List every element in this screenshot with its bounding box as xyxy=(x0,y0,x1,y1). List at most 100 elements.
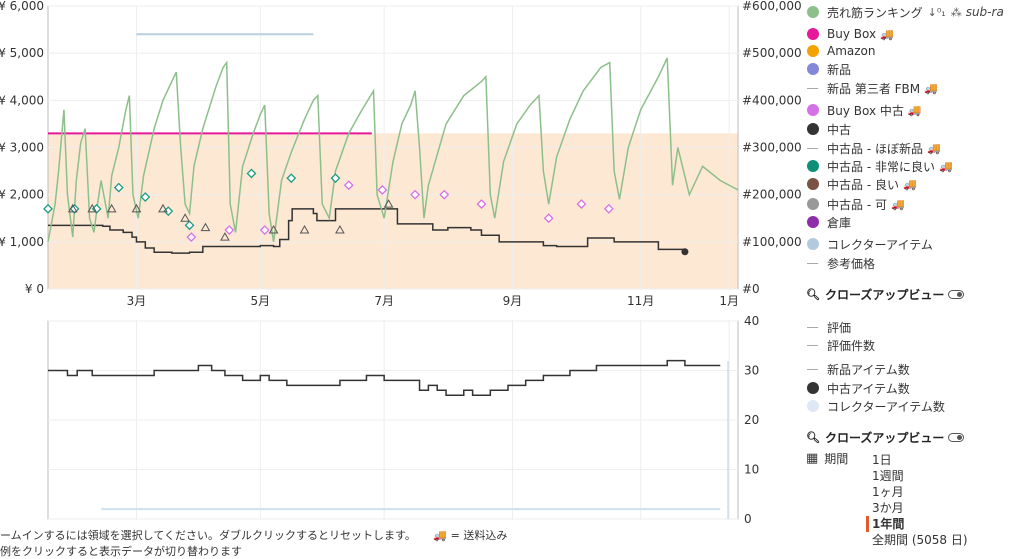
period-option[interactable]: 1週間 xyxy=(872,469,904,483)
marker-diamond xyxy=(224,225,235,235)
sub-y-tick-label: 30 xyxy=(744,364,759,378)
marker-triangle xyxy=(158,203,168,213)
legend-swatch xyxy=(806,123,819,135)
legend-item[interactable]: 参考価格 xyxy=(806,254,875,272)
truck-icon: 🚚 xyxy=(890,197,905,211)
legend-swatch xyxy=(806,104,819,116)
y-right-tick-label: #300,000 xyxy=(742,141,802,155)
legend-swatch xyxy=(806,368,819,370)
legend-item[interactable]: 倉庫 xyxy=(806,213,851,231)
period-selector: ▦ 期間 1日 1週間 1ヶ月 3か月 1年間 全期間 (5058 日) xyxy=(806,450,968,547)
period-option[interactable]: 1年間 xyxy=(866,516,968,532)
legend-label: 中古品 - 良い xyxy=(827,177,899,192)
legend-label: コレクターアイテム xyxy=(827,237,933,252)
legend-label: 新品 第三者 FBM xyxy=(827,81,921,96)
legend-label: 新品 xyxy=(827,62,852,77)
closeup-toggle[interactable]: 🔍︎ クローズアップビュー xyxy=(806,428,965,446)
legend-item[interactable]: 中古品 - 良い 🚚 xyxy=(806,175,917,193)
marker-diamond xyxy=(377,185,388,195)
marker-triangle xyxy=(299,225,310,234)
legend-item[interactable]: Buy Box 🚚 xyxy=(806,25,894,43)
y-right-tick-label: #600,000 xyxy=(742,0,802,13)
period-option[interactable]: 1日 xyxy=(872,453,892,467)
marker-triangle xyxy=(131,203,142,213)
marker-triangle xyxy=(67,203,78,213)
calendar-icon: ▦ xyxy=(806,451,819,466)
legend-item-sub[interactable]: 新品アイテム数 xyxy=(806,360,910,378)
marker-diamond xyxy=(286,173,297,184)
legend-item[interactable]: 中古品 - 非常に良い 🚚 xyxy=(806,157,953,175)
legend-swatch xyxy=(806,216,819,228)
period-label: 期間 xyxy=(824,452,849,466)
marker-diamond xyxy=(476,199,487,210)
x-tick-label: 1月 xyxy=(719,294,739,308)
marker-diamond xyxy=(246,168,257,179)
used-end-point xyxy=(681,248,689,256)
legend-label: 中古品 - 可 xyxy=(827,197,887,212)
series-line-売れ筋ランキング xyxy=(47,57,739,242)
toggle-switch-icon[interactable] xyxy=(948,432,965,442)
legend-item[interactable]: コレクターアイテム xyxy=(806,235,933,253)
legend-swatch xyxy=(806,160,819,172)
marker-diamond xyxy=(439,189,450,200)
sort-icon[interactable]: ↓⁰₁ xyxy=(927,5,946,19)
legend-item[interactable]: 中古品 - 可 🚚 xyxy=(806,195,905,213)
y-left-tick-label: ¥ 2,000 xyxy=(0,188,44,202)
toggle-switch-icon[interactable] xyxy=(948,289,965,299)
legend-item[interactable]: 新品 xyxy=(806,60,851,78)
legend-item[interactable]: 新品 第三者 FBM 🚚 xyxy=(806,79,938,97)
legend-item[interactable]: 売れ筋ランキング ↓⁰₁ ⁂ sub-ra xyxy=(806,3,1004,21)
closeup-toggle[interactable]: 🔍︎ クローズアップビュー xyxy=(806,285,965,303)
period-option[interactable]: 全期間 (5058 日) xyxy=(872,533,968,547)
legend-label: 中古 xyxy=(827,122,852,137)
marker-diamond xyxy=(186,232,197,243)
sub-rank-label[interactable]: sub-ra xyxy=(965,5,1004,19)
magnifier-icon: 🔍︎ xyxy=(806,287,820,301)
marker-triangle xyxy=(335,225,345,234)
period-option[interactable]: 1ヶ月 xyxy=(872,485,904,499)
truck-icon: 🚚 xyxy=(907,103,922,117)
marker-diamond xyxy=(184,220,195,231)
truck-icon: 🚚 xyxy=(902,177,917,191)
y-left-tick-label: ¥ 6,000 xyxy=(0,0,44,13)
legend-item[interactable]: Buy Box 中古 🚚 xyxy=(806,101,922,119)
legend-label: 中古品 - 非常に良い xyxy=(827,159,935,174)
hierarchy-icon[interactable]: ⁂ xyxy=(950,5,962,19)
legend-item[interactable]: Amazon xyxy=(806,42,876,60)
y-left-tick-label: ¥ 1,000 xyxy=(0,235,44,249)
zoom-hint: ームインするには領域を選択してください。ダブルクリックするとリセットします。 🚚… xyxy=(0,527,507,543)
zoom-hint-text: ームインするには領域を選択してください。ダブルクリックするとリセットします。 xyxy=(0,529,416,542)
truck-icon: 🚚 xyxy=(924,81,938,95)
closeup-label: クローズアップビュー xyxy=(825,430,945,445)
shipping-note: = 送料込み xyxy=(450,529,508,542)
x-tick-label: 3月 xyxy=(127,294,147,308)
marker-diamond xyxy=(259,225,270,235)
marker-diamond xyxy=(330,173,341,184)
legend-swatch xyxy=(806,63,819,75)
legend-item[interactable]: 中古品 - ほぼ新品 🚚 xyxy=(806,139,941,157)
legend-swatch xyxy=(806,87,819,89)
legend-swatch xyxy=(806,45,819,57)
marker-triangle xyxy=(268,225,279,234)
y-right-tick-label: #400,000 xyxy=(742,93,802,107)
sub-series-line-中古アイテム数 xyxy=(48,359,721,396)
x-tick-label: 5月 xyxy=(250,294,270,308)
legend-hint-text: 例をクリックすると表示データが切り替わります xyxy=(0,545,242,558)
legend-item-sub[interactable]: 評価 xyxy=(806,318,851,336)
y-right-tick-label: #500,000 xyxy=(742,46,802,60)
legend-item-sub[interactable]: 中古アイテム数 xyxy=(806,379,910,397)
legend-item[interactable]: 中古 xyxy=(806,120,851,138)
legend-item-sub[interactable]: 評価件数 xyxy=(806,336,875,354)
series-line-中古 xyxy=(48,208,686,254)
marker-diamond xyxy=(576,199,587,210)
legend-hint: 例をクリックすると表示データが切り替わります xyxy=(0,543,242,559)
period-option[interactable]: 3か月 xyxy=(872,501,904,515)
legend-label: 中古品 - ほぼ新品 xyxy=(827,141,923,156)
legend-label: 売れ筋ランキング xyxy=(827,5,923,20)
legend-item-sub[interactable]: コレクターアイテム数 xyxy=(806,397,945,415)
truck-icon: 🚚 xyxy=(433,529,448,542)
legend-label: Buy Box 中古 xyxy=(827,103,904,118)
legend-label: Amazon xyxy=(827,44,876,58)
chart-area[interactable]: 3月 5月 7月 9月 11月 1月 ¥ 0 ¥ 1,000 ¥ 2,000 ¥ 3,000 ¥ 4… xyxy=(0,0,806,550)
marker-diamond xyxy=(603,203,614,214)
